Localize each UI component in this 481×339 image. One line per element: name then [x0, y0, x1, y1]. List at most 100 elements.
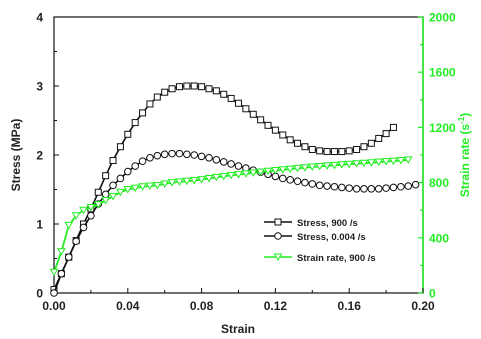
- data-point-triangle: [256, 168, 266, 177]
- data-point-triangle: [263, 167, 273, 176]
- right-y-tick-label: 1200: [429, 121, 456, 135]
- data-point-triangle: [123, 186, 133, 194]
- data-point-square: [286, 136, 294, 144]
- data-point-circle: [345, 184, 354, 192]
- data-point-triangle: [197, 176, 206, 184]
- data-point-triangle: [234, 171, 243, 179]
- data-point-triangle: [241, 170, 251, 178]
- data-point-circle: [330, 182, 339, 191]
- legend-entry-stress-900: Stress, 900 /s: [264, 218, 358, 229]
- data-point-square: [279, 131, 287, 139]
- data-point-circle: [72, 237, 80, 246]
- data-point-triangle: [160, 180, 170, 188]
- data-point-circle: [138, 157, 147, 166]
- data-point-triangle: [57, 248, 66, 256]
- data-point-triangle: [108, 192, 118, 201]
- data-point-circle: [212, 156, 221, 164]
- data-point-circle: [124, 167, 132, 176]
- data-point-triangle: [219, 172, 229, 181]
- data-point-circle: [190, 151, 199, 159]
- data-point-triangle: [248, 169, 258, 177]
- data-point-square: [271, 126, 279, 134]
- data-point-triangle: [64, 221, 74, 230]
- data-point-square: [131, 119, 139, 127]
- data-point-triangle: [226, 171, 236, 180]
- data-point-square: [116, 143, 124, 151]
- data-point-square: [124, 130, 132, 138]
- data-point-triangle: [145, 182, 155, 191]
- data-point-triangle: [389, 157, 398, 166]
- data-point-square: [102, 172, 110, 180]
- data-point-square: [139, 109, 147, 117]
- data-point-triangle: [293, 164, 302, 173]
- data-point-square: [367, 139, 375, 147]
- data-point-square: [153, 93, 161, 101]
- x-tick-label: 0.20: [411, 299, 435, 313]
- data-point-circle: [101, 190, 110, 199]
- data-point-circle: [205, 153, 213, 162]
- data-point-square: [338, 148, 346, 156]
- data-point-square: [382, 130, 390, 138]
- data-point-circle: [146, 153, 154, 162]
- data-point-triangle: [396, 157, 406, 165]
- data-point-circle: [286, 176, 294, 184]
- data-point-square: [375, 134, 383, 142]
- data-point-triangle: [307, 163, 317, 171]
- right-y-axis: 0 400 800 1200 1600 2000: [418, 11, 456, 301]
- series-2: [50, 149, 420, 297]
- legend-marker-square: [274, 218, 282, 226]
- x-tick-label: 0.04: [116, 299, 140, 313]
- left-y-tick-label: 0: [36, 287, 43, 301]
- data-point-circle: [404, 182, 413, 190]
- right-y-axis-label-sup: -1: [457, 116, 466, 124]
- data-point-triangle: [330, 161, 339, 170]
- data-point-triangle: [352, 160, 361, 168]
- data-point-circle: [109, 181, 117, 190]
- series-layer: [49, 82, 420, 297]
- data-point-circle: [397, 182, 405, 191]
- legend-label-strain-rate: Strain rate, 900 /s: [297, 253, 376, 264]
- x-axis-label: Strain: [221, 322, 255, 336]
- left-y-tick-label: 1: [36, 218, 43, 232]
- data-point-circle: [315, 181, 324, 190]
- data-point-square: [360, 143, 368, 151]
- data-point-triangle: [116, 188, 125, 197]
- data-point-circle: [367, 185, 376, 193]
- data-point-triangle: [138, 183, 147, 191]
- series-3: [49, 156, 413, 277]
- data-point-circle: [278, 174, 287, 183]
- data-point-triangle: [278, 166, 288, 174]
- data-point-square: [161, 88, 169, 96]
- data-point-circle: [227, 160, 235, 168]
- data-point-triangle: [86, 203, 96, 212]
- data-point-triangle: [101, 197, 111, 205]
- x-axis: 0.00 0.04 0.08 0.12 0.16 0.20: [42, 288, 435, 313]
- data-point-circle: [87, 211, 95, 220]
- data-point-circle: [234, 162, 243, 170]
- legend: Stress, 900 /s Stress, 0.004 /s Strain r…: [264, 218, 376, 264]
- legend-label-stress-0004: Stress, 0.004 /s: [297, 232, 366, 243]
- data-point-triangle: [175, 178, 184, 186]
- right-y-tick-label: 0: [429, 287, 436, 301]
- data-point-triangle: [49, 268, 59, 277]
- right-y-axis-label-close: ): [458, 113, 472, 117]
- data-point-square: [227, 94, 235, 102]
- data-point-triangle: [359, 159, 369, 168]
- data-point-square: [301, 143, 309, 151]
- data-point-square: [264, 121, 272, 129]
- data-point-square: [316, 147, 324, 155]
- data-point-triangle: [182, 177, 192, 186]
- data-point-triangle: [204, 174, 214, 183]
- data-point-circle: [389, 183, 398, 192]
- data-point-triangle: [189, 177, 199, 185]
- data-point-square: [175, 83, 183, 91]
- data-point-circle: [50, 289, 58, 297]
- data-point-circle: [301, 178, 309, 187]
- data-point-circle: [160, 150, 169, 159]
- data-point-circle: [79, 223, 88, 232]
- plot-frame: [53, 16, 424, 294]
- data-point-square: [94, 188, 102, 196]
- data-point-circle: [64, 253, 73, 261]
- right-y-axis-label-main: Strain rate (s: [458, 124, 472, 198]
- data-point-circle: [411, 180, 420, 189]
